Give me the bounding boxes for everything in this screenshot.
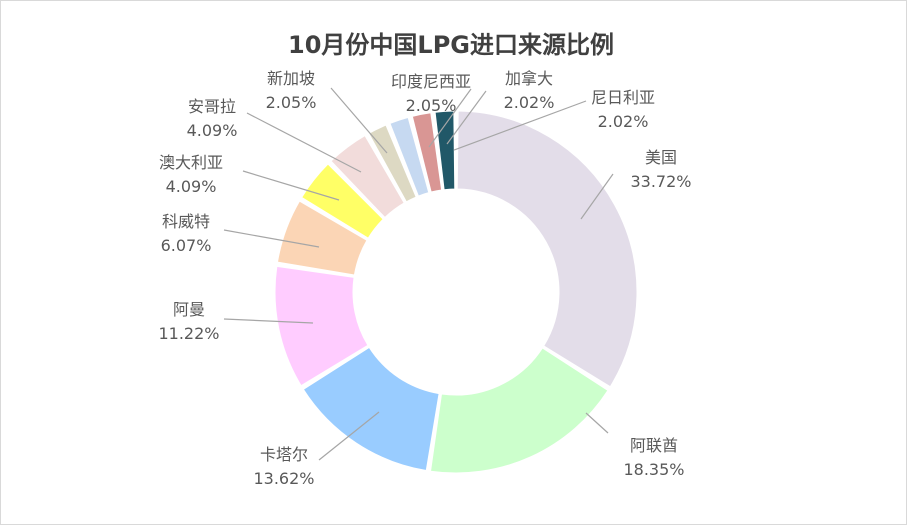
- leader-line-8: [330, 87, 388, 154]
- slice-9: [389, 116, 430, 197]
- slice-8: [368, 124, 417, 203]
- leader-line-10: [446, 90, 487, 145]
- slices-group: [274, 110, 638, 474]
- category-label-5: 科威特: [162, 212, 210, 231]
- leader-line-5: [223, 229, 320, 248]
- leader-line-6: [242, 170, 340, 201]
- value-label-7: 4.09%: [187, 121, 238, 140]
- leader-lines-group: [223, 87, 614, 461]
- labels-group: 美国 33.72% 阿联酋 18.35% 卡塔尔 13.62% 阿曼 11.22% 科威特 6.0…: [158, 69, 691, 488]
- category-label-2: 阿联酋: [630, 436, 678, 455]
- slice-10: [411, 112, 443, 193]
- value-label-6: 4.09%: [166, 177, 217, 196]
- category-label-9: 印度尼西亚: [391, 72, 471, 91]
- value-label-1: 33.72%: [630, 172, 691, 191]
- category-label-8: 新加坡: [267, 69, 315, 88]
- leader-line-1: [580, 173, 614, 220]
- category-label-7: 安哥拉: [188, 97, 236, 116]
- category-label-3: 卡塔尔: [260, 445, 308, 464]
- category-label-1: 美国: [645, 148, 677, 167]
- slice-5: [276, 200, 368, 276]
- leader-line-9: [428, 88, 472, 148]
- value-label-8: 2.05%: [266, 93, 317, 112]
- category-label-4: 阿曼: [173, 300, 205, 319]
- slice-4: [274, 265, 369, 387]
- value-label-11: 2.02%: [598, 112, 649, 131]
- leader-line-3: [318, 411, 380, 461]
- value-label-2: 18.35%: [623, 460, 684, 479]
- slice-6: [301, 163, 384, 239]
- value-label-10: 2.02%: [504, 93, 555, 112]
- leader-line-4: [223, 318, 314, 324]
- leader-line-11: [453, 100, 587, 151]
- value-label-3: 13.62%: [253, 469, 314, 488]
- slice-2: [429, 347, 609, 474]
- leader-line-7: [246, 112, 362, 173]
- slice-1: [456, 110, 638, 388]
- slice-7: [330, 134, 405, 219]
- value-label-9: 2.05%: [406, 96, 457, 115]
- chart-title: 10月份中国LPG进口来源比例: [288, 31, 614, 59]
- category-label-10: 加拿大: [505, 69, 553, 88]
- value-label-5: 6.07%: [161, 236, 212, 255]
- category-label-11: 尼日利亚: [591, 88, 655, 107]
- category-label-6: 澳大利亚: [159, 153, 223, 172]
- value-label-4: 11.22%: [158, 324, 219, 343]
- leader-line-2: [585, 412, 609, 434]
- slice-11: [434, 110, 456, 191]
- slice-3: [302, 346, 440, 472]
